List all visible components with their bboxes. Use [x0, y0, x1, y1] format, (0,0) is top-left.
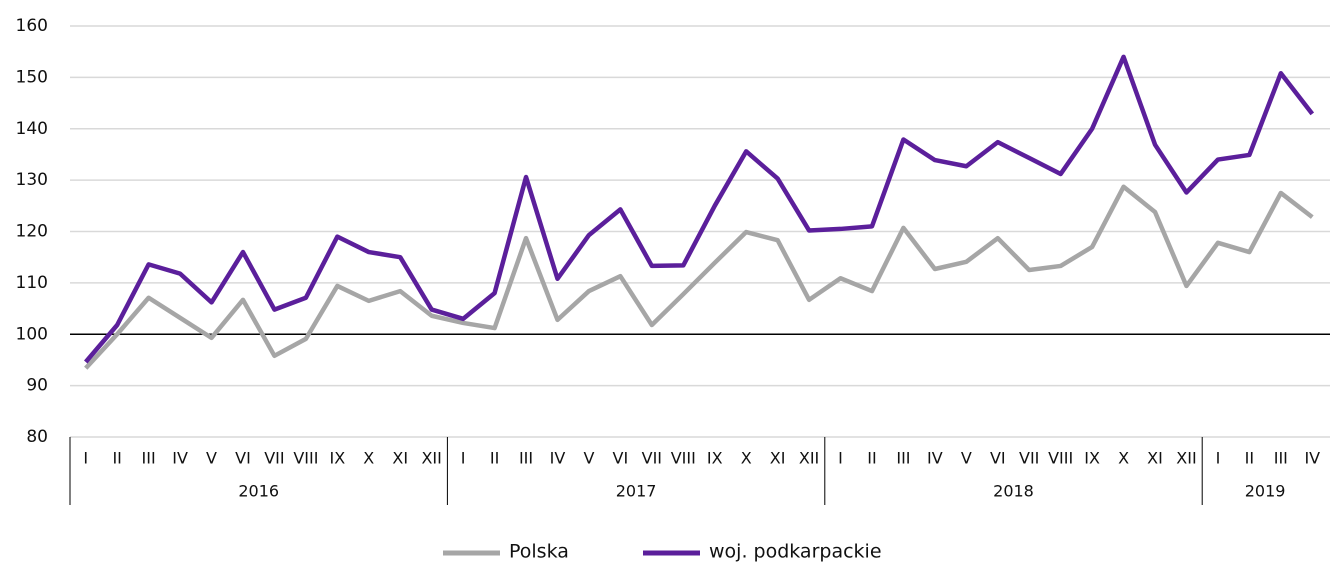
x-tick-label: V	[961, 449, 972, 468]
y-tick-label: 80	[26, 427, 48, 447]
y-tick-label: 100	[16, 324, 48, 344]
x-tick-label: VII	[1019, 449, 1039, 468]
x-tick-label: IV	[927, 449, 943, 468]
year-label: 2019	[1245, 482, 1286, 501]
x-tick-label: II	[490, 449, 499, 468]
x-tick-label: IX	[1084, 449, 1100, 468]
x-tick-label: X	[1118, 449, 1129, 468]
year-label: 2018	[993, 482, 1034, 501]
x-tick-label: III	[142, 449, 156, 468]
x-tick-label: II	[867, 449, 876, 468]
x-tick-label: VIII	[1048, 449, 1073, 468]
x-tick-label: II	[112, 449, 121, 468]
x-tick-label: IV	[172, 449, 188, 468]
x-tick-label: VI	[990, 449, 1006, 468]
x-tick-label: III	[519, 449, 533, 468]
x-tick-label: VI	[235, 449, 251, 468]
x-tick-label: I	[838, 449, 843, 468]
x-tick-label: IX	[707, 449, 723, 468]
year-label: 2016	[238, 482, 279, 501]
x-tick-label: II	[1245, 449, 1254, 468]
legend-label: Polska	[509, 541, 569, 563]
x-tick-label: VI	[613, 449, 629, 468]
x-tick-label: V	[583, 449, 594, 468]
x-tick-label: XI	[770, 449, 786, 468]
x-tick-label: VII	[264, 449, 284, 468]
x-tick-label: X	[741, 449, 752, 468]
y-tick-label: 130	[16, 170, 48, 190]
year-label: 2017	[616, 482, 657, 501]
x-tick-label: XI	[1147, 449, 1163, 468]
x-tick-label: XII	[421, 449, 441, 468]
x-tick-label: IV	[550, 449, 566, 468]
x-tick-label: IX	[329, 449, 345, 468]
y-tick-label: 140	[16, 119, 48, 139]
y-tick-label: 160	[16, 16, 48, 36]
x-tick-label: VII	[642, 449, 662, 468]
x-tick-label: XII	[799, 449, 819, 468]
x-tick-label: III	[896, 449, 910, 468]
x-tick-label: XI	[392, 449, 408, 468]
x-tick-label: VIII	[293, 449, 318, 468]
y-tick-label: 90	[26, 376, 48, 396]
series-line	[84, 184, 1314, 370]
x-tick-label: I	[461, 449, 466, 468]
x-tick-label: I	[1216, 449, 1221, 468]
x-tick-label: IV	[1304, 449, 1320, 468]
x-tick-label: VIII	[671, 449, 696, 468]
y-tick-label: 120	[16, 222, 48, 242]
y-tick-label: 110	[16, 273, 48, 293]
legend-label: woj. podkarpackie	[709, 541, 882, 563]
y-tick-label: 150	[16, 67, 48, 87]
series-line	[84, 54, 1315, 364]
x-tick-label: I	[83, 449, 88, 468]
x-tick-label: XII	[1176, 449, 1196, 468]
x-tick-label: X	[363, 449, 374, 468]
x-tick-label: V	[206, 449, 217, 468]
x-tick-label: III	[1274, 449, 1288, 468]
